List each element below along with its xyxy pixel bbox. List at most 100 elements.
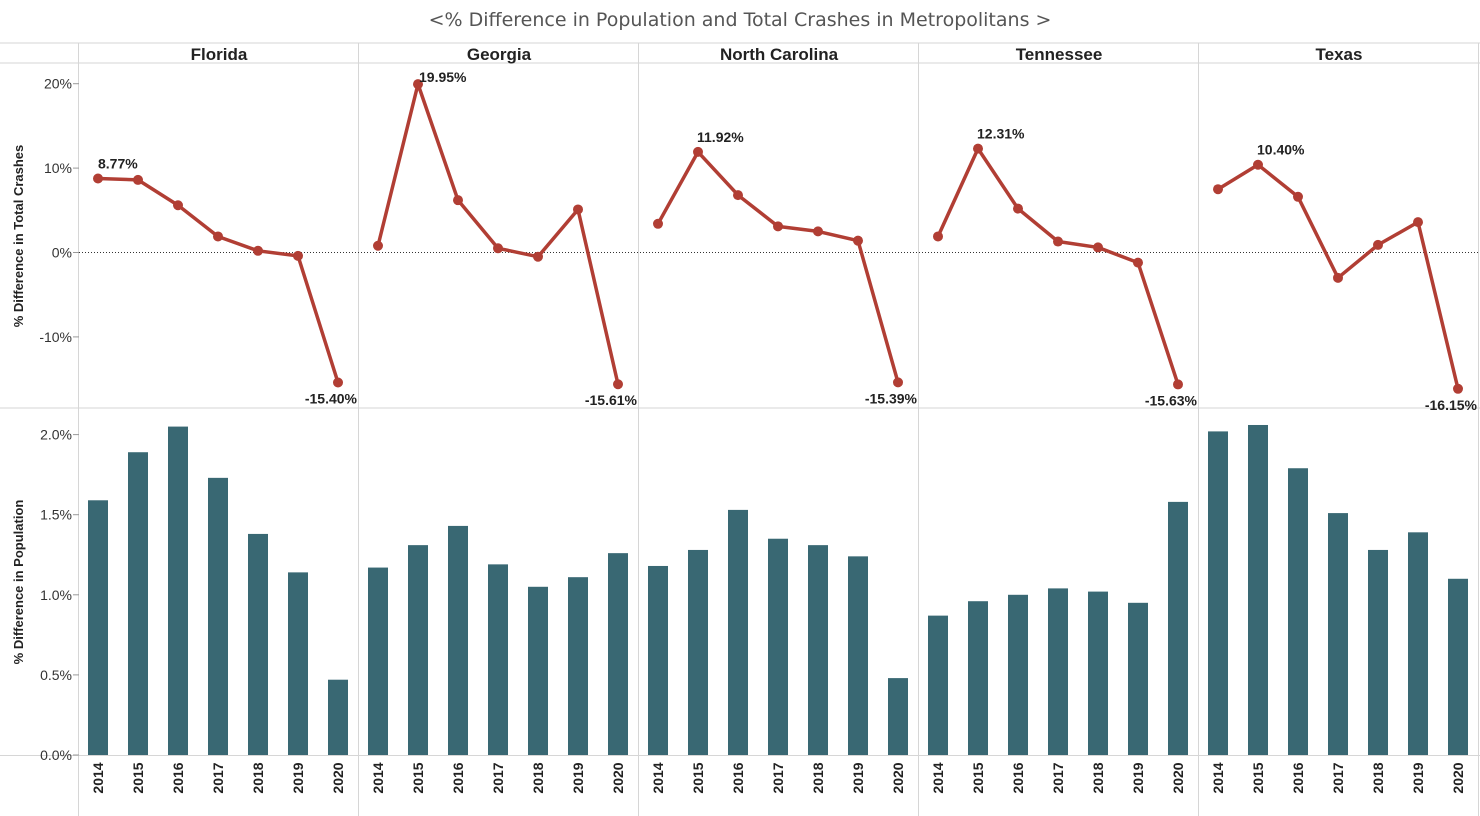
population-bar (648, 565, 668, 755)
crash-point (413, 79, 423, 90)
crash-point (213, 231, 223, 242)
bar-ytick-label: 1.5% (40, 507, 72, 523)
crash-point (493, 243, 503, 254)
data-label: 10.40% (1257, 142, 1305, 158)
crash-point (1293, 191, 1303, 202)
crash-point (1333, 272, 1343, 283)
population-bar (248, 533, 268, 755)
year-tick-label: 2014 (1210, 762, 1226, 793)
crash-point (373, 240, 383, 251)
population-bar (688, 549, 708, 755)
year-tick-label: 2017 (770, 762, 786, 793)
crash-point (933, 231, 943, 242)
year-tick-label: 2018 (810, 762, 826, 793)
crash-point (1133, 257, 1143, 268)
year-tick-label: 2016 (730, 762, 746, 793)
data-label: -16.15% (1425, 397, 1478, 413)
crash-point (1053, 236, 1063, 247)
year-tick-label: 2014 (930, 762, 946, 793)
population-bar (288, 572, 308, 755)
crash-point (1453, 383, 1463, 394)
year-tick-label: 2018 (1370, 762, 1386, 793)
crash-point (133, 174, 143, 185)
population-bar (808, 545, 828, 755)
crash-point (93, 173, 103, 184)
year-tick-label: 2015 (690, 762, 706, 793)
population-bar (888, 678, 908, 755)
data-label: -15.40% (305, 390, 358, 406)
line-ytick-label: 20% (44, 76, 72, 92)
year-tick-label: 2019 (1410, 762, 1426, 793)
crash-point (1373, 239, 1383, 250)
year-tick-label: 2015 (410, 762, 426, 793)
crash-point (853, 235, 863, 246)
year-tick-label: 2018 (530, 762, 546, 793)
data-label: -15.63% (1145, 392, 1198, 408)
population-bar (1168, 501, 1188, 755)
population-bar (128, 452, 148, 755)
year-tick-label: 2014 (650, 762, 666, 793)
population-bar (208, 477, 228, 755)
line-ytick-label: 10% (44, 160, 72, 176)
population-bar (728, 509, 748, 755)
crash-series-line (97, 176, 340, 384)
population-bar (528, 586, 548, 755)
year-tick-label: 2016 (170, 762, 186, 793)
population-bar (928, 615, 948, 755)
year-tick-label: 2016 (1290, 762, 1306, 793)
crash-point (813, 226, 823, 237)
population-bar (408, 545, 428, 755)
state-header-texas: Texas (1316, 45, 1363, 64)
crash-point (893, 377, 903, 388)
crash-point (613, 379, 623, 390)
crash-point (733, 190, 743, 201)
population-bar (1208, 431, 1228, 755)
crash-point (1413, 217, 1423, 228)
population-bar (88, 500, 108, 755)
crash-point (693, 146, 703, 157)
population-bar (328, 679, 348, 755)
crash-point (533, 251, 543, 262)
year-tick-label: 2019 (290, 762, 306, 793)
year-tick-label: 2020 (1170, 762, 1186, 793)
line-ytick-label: 0% (52, 245, 72, 261)
year-tick-label: 2016 (450, 762, 466, 793)
year-tick-label: 2017 (210, 762, 226, 793)
crash-point (253, 245, 263, 256)
crash-point (573, 204, 583, 215)
population-bar (1008, 594, 1028, 755)
population-bar (368, 567, 388, 755)
population-bar (1448, 578, 1468, 755)
crash-series-line (936, 146, 1180, 385)
population-bar (608, 553, 628, 755)
year-tick-label: 2020 (610, 762, 626, 793)
crash-point (973, 143, 983, 154)
chart-title: <% Difference in Population and Total Cr… (428, 9, 1052, 31)
population-bar (1328, 513, 1348, 755)
year-tick-label: 2015 (970, 762, 986, 793)
state-header-florida: Florida (191, 45, 248, 64)
population-bar (1368, 549, 1388, 755)
data-label: 19.95% (419, 69, 467, 85)
year-tick-label: 2019 (570, 762, 586, 793)
population-bar (168, 426, 188, 755)
crash-point (293, 250, 303, 261)
population-bar (1248, 424, 1268, 755)
population-bar (968, 601, 988, 755)
state-header-north-carolina: North Carolina (720, 45, 839, 64)
population-bar (488, 564, 508, 755)
data-label: -15.61% (585, 392, 638, 408)
year-tick-label: 2019 (850, 762, 866, 793)
line-ytick-label: -10% (39, 329, 72, 345)
population-bar (768, 538, 788, 755)
year-tick-label: 2015 (130, 762, 146, 793)
state-header-georgia: Georgia (467, 45, 532, 64)
data-label: 8.77% (98, 155, 138, 171)
data-label: 12.31% (977, 126, 1025, 142)
bar-ytick-label: 0.5% (40, 667, 72, 683)
crash-point (653, 218, 663, 229)
year-tick-label: 2017 (1050, 762, 1066, 793)
year-tick-label: 2019 (1130, 762, 1146, 793)
bar-ytick-label: 0.0% (40, 747, 72, 763)
crash-point (1213, 184, 1223, 195)
